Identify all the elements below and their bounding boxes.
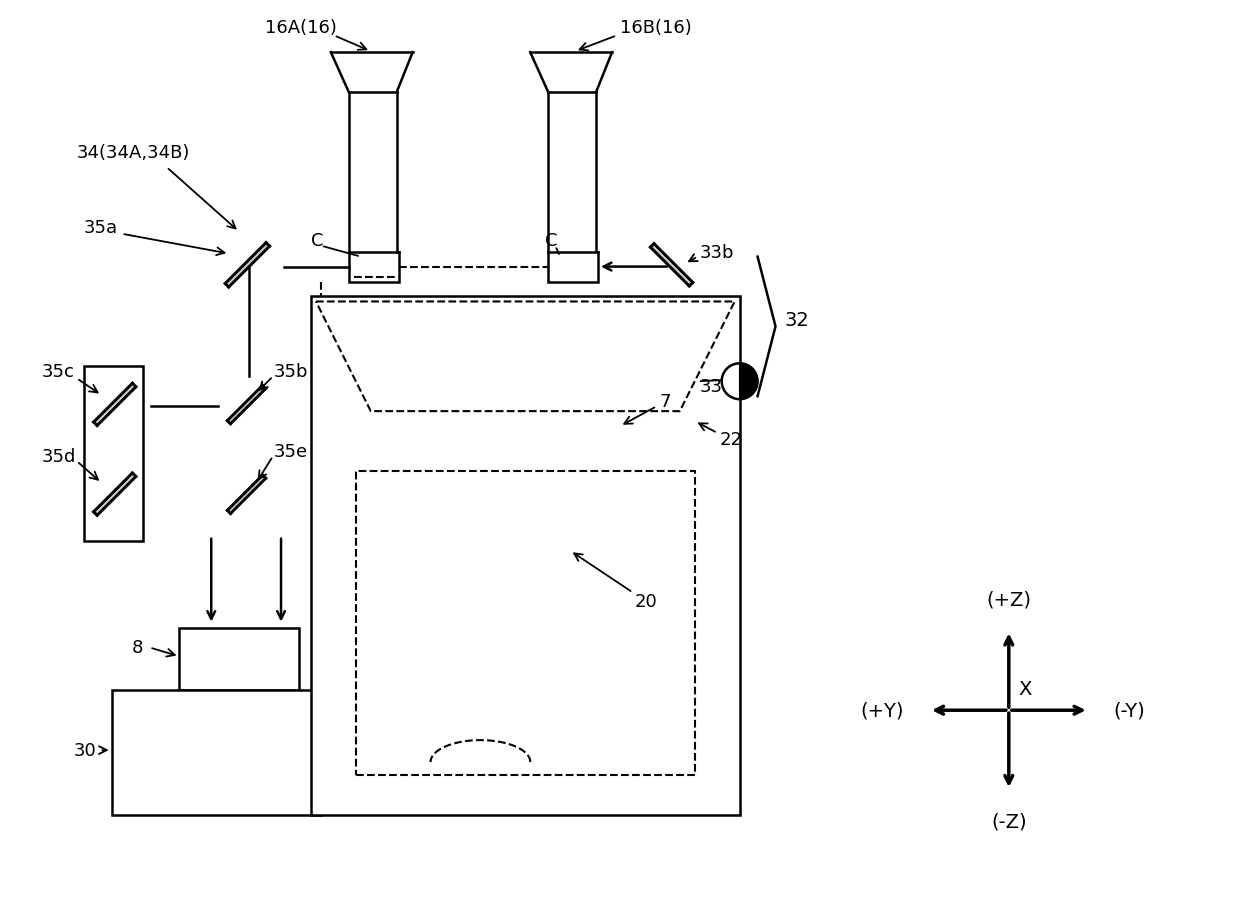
Polygon shape bbox=[227, 386, 265, 425]
Text: 16A(16): 16A(16) bbox=[265, 19, 337, 37]
Polygon shape bbox=[740, 363, 757, 400]
Polygon shape bbox=[94, 384, 136, 426]
Text: (-Y): (-Y) bbox=[1114, 701, 1145, 720]
Text: C: C bbox=[545, 231, 558, 250]
Text: X: X bbox=[1018, 680, 1032, 699]
Text: 34(34A,34B): 34(34A,34B) bbox=[77, 144, 190, 162]
Text: 33b: 33b bbox=[700, 243, 735, 261]
Bar bbox=[112, 691, 321, 815]
Polygon shape bbox=[94, 474, 136, 516]
Text: 7: 7 bbox=[660, 393, 672, 411]
Text: 33a: 33a bbox=[700, 378, 733, 395]
Text: 35d: 35d bbox=[42, 447, 76, 466]
Text: (+Z): (+Z) bbox=[986, 590, 1031, 609]
Circle shape bbox=[721, 363, 757, 400]
Bar bbox=[180, 629, 299, 691]
Bar bbox=[349, 252, 399, 282]
Polygon shape bbox=[227, 476, 265, 514]
Bar bbox=[548, 252, 598, 282]
Text: (+Y): (+Y) bbox=[861, 701, 904, 720]
Text: 20: 20 bbox=[634, 592, 658, 609]
Text: C: C bbox=[311, 231, 323, 250]
Text: 35a: 35a bbox=[84, 219, 118, 237]
Text: (-Z): (-Z) bbox=[991, 812, 1027, 831]
Text: 22: 22 bbox=[720, 431, 742, 448]
Bar bbox=[84, 367, 144, 541]
Text: 16B(16): 16B(16) bbox=[620, 19, 691, 37]
Text: 32: 32 bbox=[784, 311, 809, 330]
Polygon shape bbox=[225, 243, 270, 288]
Bar bbox=[311, 297, 740, 815]
Text: 8: 8 bbox=[133, 639, 144, 657]
Bar bbox=[356, 471, 695, 775]
Text: 30: 30 bbox=[74, 742, 97, 759]
Text: 35e: 35e bbox=[274, 443, 309, 460]
Polygon shape bbox=[650, 244, 693, 287]
Text: 35b: 35b bbox=[274, 363, 309, 381]
Text: 35c: 35c bbox=[42, 363, 74, 381]
